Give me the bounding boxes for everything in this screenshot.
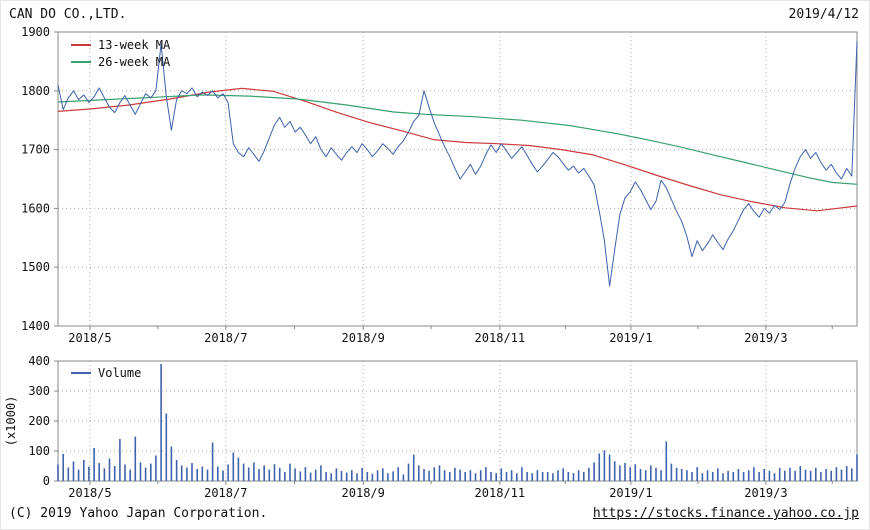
source-url-link[interactable]: https://stocks.finance.yahoo.co.jp: [592, 506, 859, 521]
svg-text:1700: 1700: [21, 143, 50, 157]
svg-text:400: 400: [28, 354, 50, 368]
chart-date: 2019/4/12: [788, 7, 859, 22]
svg-text:2018/9: 2018/9: [342, 486, 385, 500]
svg-text:1500: 1500: [21, 260, 50, 274]
svg-text:2019/3: 2019/3: [744, 331, 787, 345]
svg-text:0: 0: [43, 474, 50, 488]
price-chart-legend: 13-week MA 26-week MA: [71, 38, 170, 69]
svg-text:200: 200: [28, 414, 50, 428]
chart-header: CAN DO CO.,LTD. 2019/4/12: [9, 7, 859, 22]
legend-item-volume: Volume: [71, 366, 141, 380]
copyright-text: (C) 2019 Yahoo Japan Corporation.: [9, 506, 268, 521]
ma13-legend-label: 13-week MA: [98, 38, 171, 52]
svg-text:1600: 1600: [21, 201, 50, 215]
volume-legend-label: Volume: [98, 366, 142, 380]
svg-text:2019/1: 2019/1: [609, 331, 652, 345]
svg-text:2018/9: 2018/9: [342, 331, 385, 345]
legend-item-26-week-ma: 26-week MA: [71, 55, 170, 69]
svg-text:2018/11: 2018/11: [475, 331, 526, 345]
svg-text:(x1000): (x1000): [4, 396, 18, 447]
legend-item-13-week-ma: 13-week MA: [71, 38, 170, 52]
svg-text:2018/5: 2018/5: [68, 486, 111, 500]
svg-text:2019/1: 2019/1: [609, 486, 652, 500]
svg-text:300: 300: [28, 384, 50, 398]
ma26-legend-label: 26-week MA: [98, 55, 171, 69]
ma26-line-swatch: [71, 61, 91, 63]
stock-title: CAN DO CO.,LTD.: [9, 7, 127, 22]
svg-text:2019/3: 2019/3: [744, 486, 787, 500]
svg-text:100: 100: [28, 444, 50, 458]
svg-text:2018/7: 2018/7: [204, 486, 247, 500]
volume-line-swatch: [71, 372, 91, 374]
ma13-line-swatch: [71, 44, 91, 46]
svg-text:2018/5: 2018/5: [68, 331, 111, 345]
svg-text:1400: 1400: [21, 319, 50, 333]
volume-chart-legend: Volume: [71, 366, 141, 380]
chart-footer: (C) 2019 Yahoo Japan Corporation. https:…: [9, 506, 859, 521]
svg-text:2018/7: 2018/7: [204, 331, 247, 345]
svg-text:1800: 1800: [21, 84, 50, 98]
svg-text:2018/11: 2018/11: [475, 486, 526, 500]
svg-text:1900: 1900: [21, 25, 50, 39]
